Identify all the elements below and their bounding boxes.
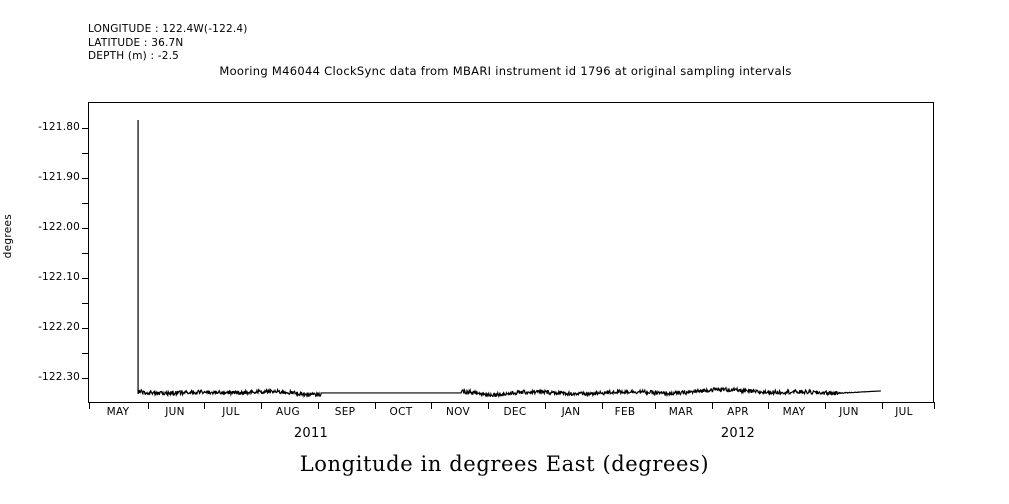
x-tick-label-6: NOV [445, 406, 471, 418]
x-tick-3 [261, 402, 262, 409]
station-metadata: LONGITUDE : 122.4W(-122.4) LATITUDE : 36… [88, 23, 248, 64]
x-tick-1 [148, 402, 149, 409]
x-tick-10 [655, 402, 656, 409]
x-tick-11 [712, 402, 713, 409]
x-tick-7 [488, 402, 489, 409]
x-tick-label-13: JUN [839, 406, 859, 418]
y-tick-minor-3 [82, 303, 89, 304]
x-tick-label-5: OCT [389, 406, 413, 418]
x-tick-15 [934, 402, 935, 409]
x-tick-label-10: MAR [668, 406, 694, 418]
plot-area [82, 102, 935, 409]
x-tick-label-8: JAN [561, 406, 581, 418]
x-tick-label-12: MAY [782, 406, 806, 418]
x-tick-label-2: JUL [222, 406, 240, 418]
x-tick-label-1: JUN [165, 406, 185, 418]
y-tick-major-5 [82, 378, 89, 379]
y-tick-major-1 [82, 178, 89, 179]
x-tick-label-14: JUL [895, 406, 913, 418]
x-tick-label-7: DEC [503, 406, 527, 418]
x-tick-label-9: FEB [614, 406, 636, 418]
x-tick-label-11: APR [727, 406, 749, 418]
metadata-depth: DEPTH (m) : -2.5 [88, 50, 180, 62]
y-tick-minor-4 [82, 353, 89, 354]
y-tick-major-2 [82, 228, 89, 229]
y-tick-label-1: -121.90 [38, 171, 80, 183]
y-tick-major-4 [82, 328, 89, 329]
x-tick-14 [882, 402, 883, 409]
x-tick-label-3: AUG [276, 406, 300, 418]
x-tick-label-4: SEP [334, 406, 356, 418]
y-tick-minor-0 [82, 153, 89, 154]
x-tick-label-0: MAY [106, 406, 130, 418]
metadata-latitude: LATITUDE : 36.7N [88, 36, 184, 49]
y-tick-label-3: -122.10 [38, 271, 80, 283]
x-tick-0 [89, 402, 90, 409]
y-tick-label-5: -122.30 [38, 371, 80, 383]
data-series-longitude [137, 120, 881, 399]
y-tick-minor-2 [82, 253, 89, 254]
y-tick-label-4: -122.20 [38, 321, 80, 333]
x-tick-9 [602, 402, 603, 409]
x-tick-12 [768, 402, 769, 409]
x-year-label-2011: 2011 [293, 426, 329, 441]
y-tick-minor-1 [82, 203, 89, 204]
y-tick-major-3 [82, 278, 89, 279]
x-year-label-2012: 2012 [720, 426, 756, 441]
x-tick-6 [431, 402, 432, 409]
chart-title: Mooring M46044 ClockSync data from MBARI… [0, 64, 1009, 78]
x-tick-2 [204, 402, 205, 409]
y-tick-label-2: -122.00 [38, 221, 80, 233]
x-tick-8 [545, 402, 546, 409]
x-tick-5 [375, 402, 376, 409]
y-tick-major-0 [82, 128, 89, 129]
x-tick-4 [318, 402, 319, 409]
metadata-longitude: LONGITUDE : 122.4W(-122.4) [88, 23, 248, 35]
y-tick-label-0: -121.80 [38, 121, 80, 133]
chart-title-text: Mooring M46044 ClockSync data from MBARI… [219, 64, 792, 78]
x-tick-13 [825, 402, 826, 409]
figure-caption: Longitude in degrees East (degrees) [299, 452, 710, 476]
